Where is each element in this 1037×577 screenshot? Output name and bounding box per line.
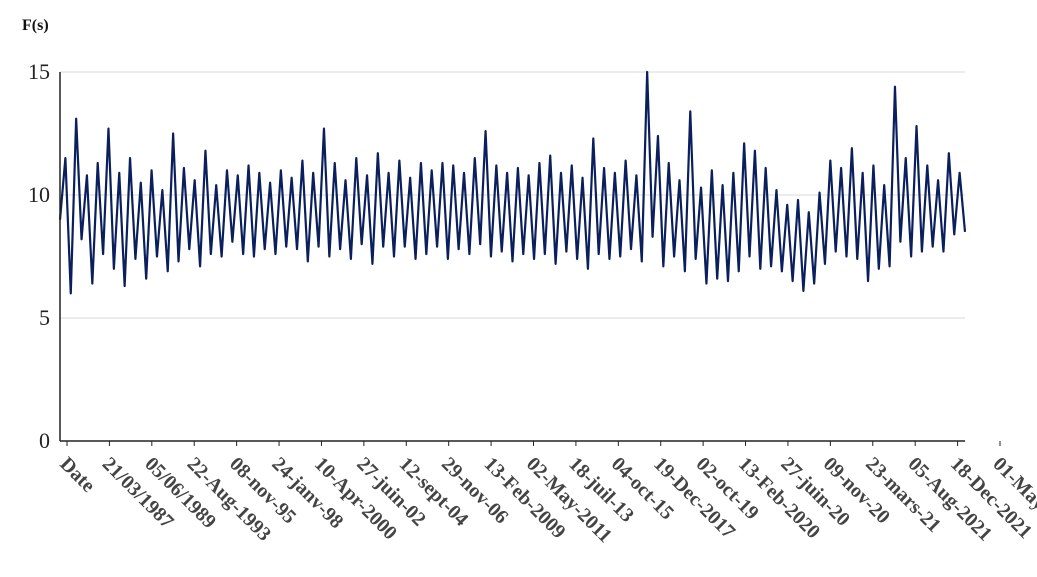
y-axis-label: F(s) (22, 17, 49, 34)
series-line (58, 70, 967, 295)
y-tick-labels: 0 5 10 15 (28, 59, 50, 453)
x-tick-label: Date (55, 453, 99, 497)
y-tick-label: 0 (39, 428, 50, 453)
y-tick-label: 10 (28, 182, 50, 207)
x-tick-labels: Date21/03/198705/06/198922-Aug-199308-no… (55, 441, 1037, 548)
y-tick-label: 5 (39, 305, 50, 330)
gridlines (60, 71, 965, 319)
axes (59, 72, 965, 442)
series-line-group (58, 70, 967, 295)
y-tick-label: 15 (28, 59, 50, 84)
